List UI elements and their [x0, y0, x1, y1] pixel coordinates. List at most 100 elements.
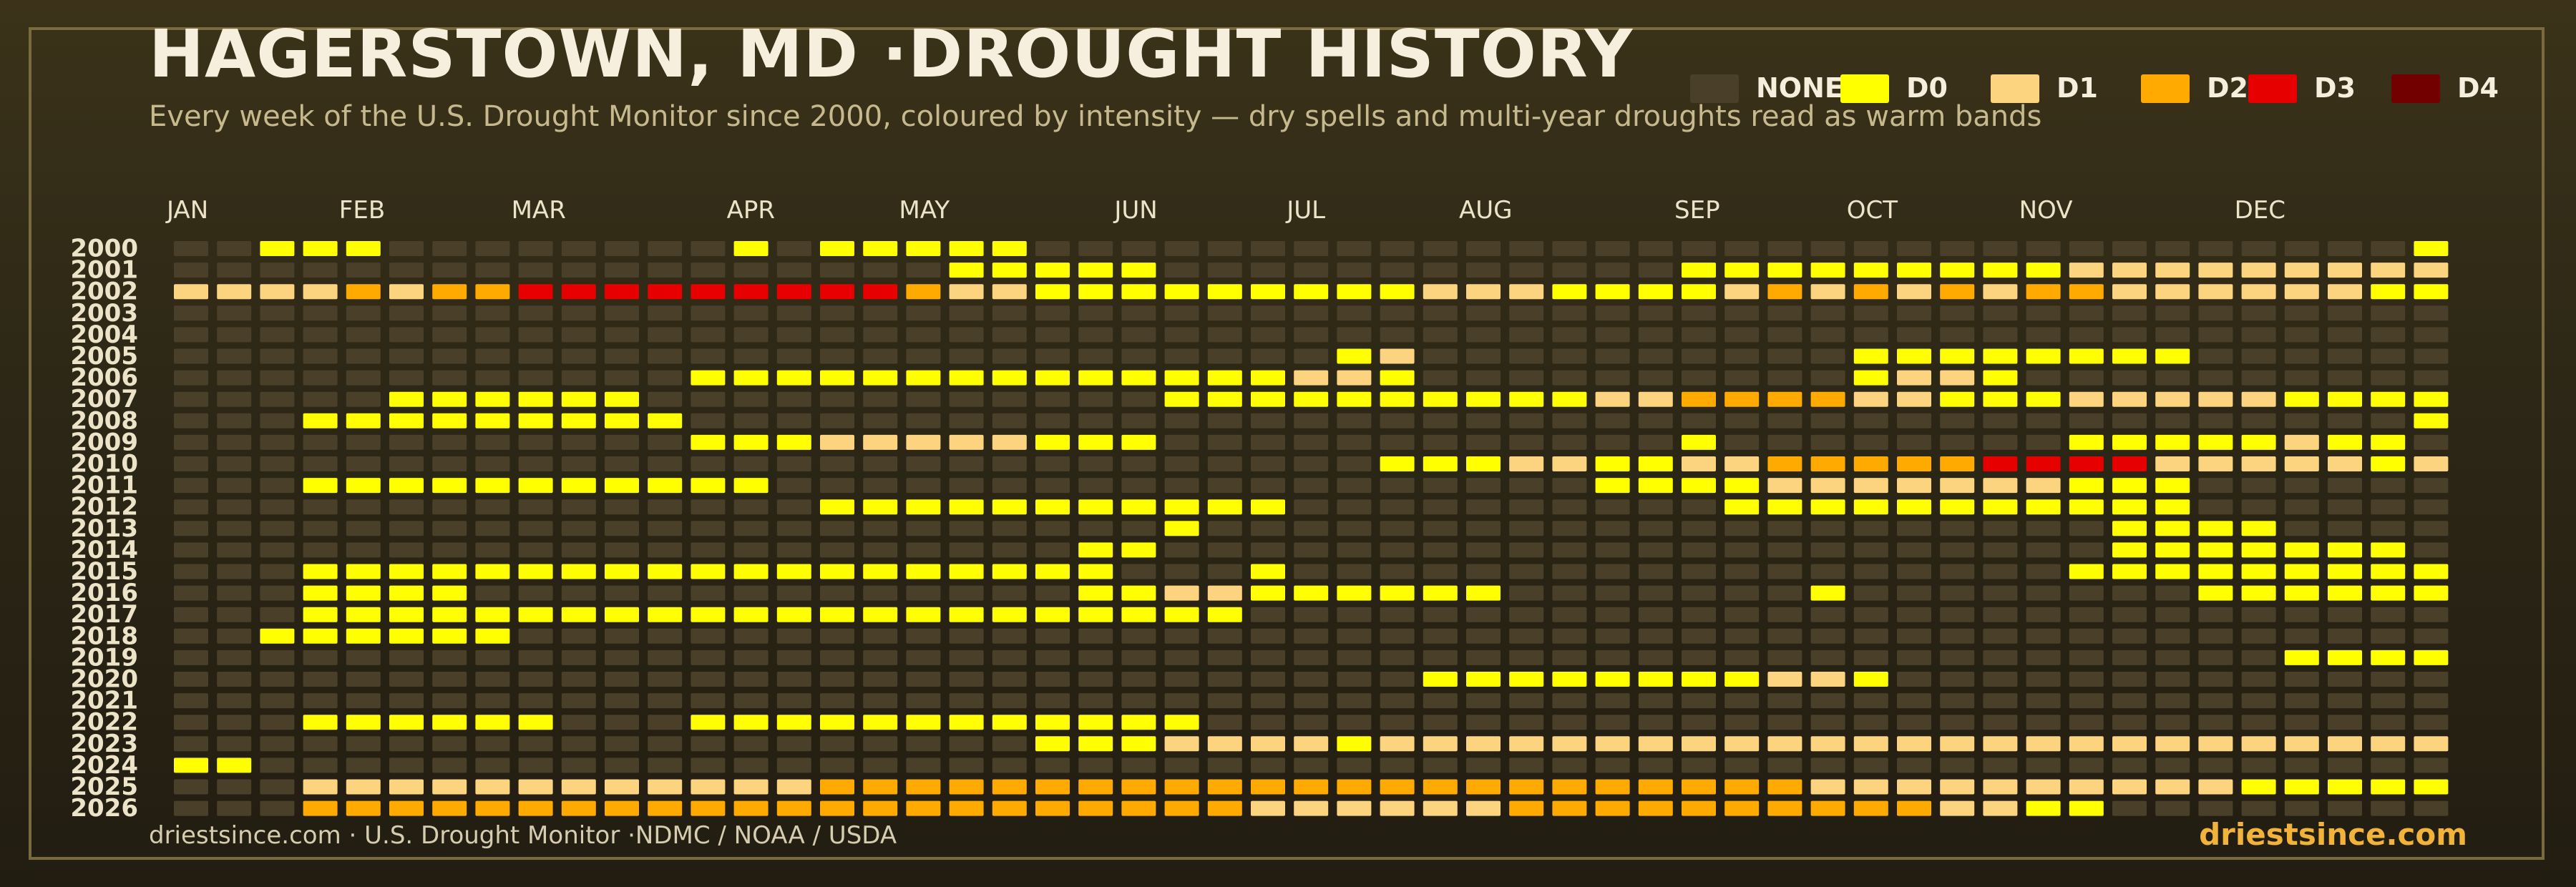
heatmap-cell: [1294, 585, 1329, 601]
heatmap-cell: [2328, 672, 2362, 687]
heatmap-cell: [1897, 585, 1931, 601]
heatmap-cell: [906, 693, 941, 709]
heatmap-cell: [906, 370, 941, 386]
page-title: HAGERSTOWN, MD ·DROUGHT HISTORY: [149, 16, 1634, 92]
heatmap-cell: [2414, 241, 2449, 256]
heatmap-cell: [1724, 348, 1760, 364]
heatmap-cell: [518, 779, 553, 795]
heatmap-cell: [1940, 800, 1975, 816]
heatmap-cell: [863, 693, 898, 709]
heatmap-cell: [776, 499, 811, 515]
heatmap-cell: [2069, 672, 2104, 687]
heatmap-cell: [1853, 241, 1888, 256]
heatmap-cell: [2371, 391, 2406, 407]
heatmap-cell: [2026, 391, 2061, 407]
heatmap-cell: [992, 284, 1027, 300]
heatmap-cell: [1853, 607, 1888, 622]
heatmap-cell: [648, 456, 683, 471]
heatmap-cell: [733, 370, 769, 386]
heatmap-cell: [1423, 650, 1458, 665]
heatmap-cell: [2414, 413, 2449, 428]
heatmap-cell: [2414, 800, 2449, 816]
heatmap-cell: [1251, 241, 1285, 256]
heatmap-cell: [1466, 564, 1501, 579]
heatmap-cell: [648, 779, 683, 795]
heatmap-cell: [475, 499, 510, 515]
heatmap-cell: [1294, 478, 1329, 494]
heatmap-cell: [820, 800, 854, 816]
heatmap-cell: [1810, 263, 1845, 278]
heatmap-cell: [2328, 542, 2362, 558]
heatmap-cell: [906, 305, 941, 321]
heatmap-cell: [733, 564, 769, 579]
heatmap-cell: [863, 478, 898, 494]
heatmap-cell: [561, 305, 596, 321]
heatmap-cell: [1897, 499, 1931, 515]
heatmap-cell: [389, 348, 424, 364]
heatmap-cell: [2112, 779, 2147, 795]
heatmap-cell: [2328, 305, 2362, 321]
heatmap-cell: [1207, 370, 1242, 386]
heatmap-cell: [906, 607, 941, 622]
heatmap-cell: [1724, 628, 1760, 644]
heatmap-cell: [1466, 607, 1501, 622]
heatmap-cell: [992, 542, 1027, 558]
heatmap-cell: [1897, 391, 1931, 407]
heatmap-cell: [1294, 241, 1329, 256]
heatmap-cell: [1552, 715, 1587, 730]
heatmap-cell: [475, 434, 510, 450]
heatmap-cell: [1380, 305, 1415, 321]
heatmap-cell: [863, 607, 898, 622]
heatmap-cell: [992, 693, 1027, 709]
heatmap-cell: [432, 413, 467, 428]
heatmap-cell: [1121, 499, 1156, 515]
footer-brand-link[interactable]: driestsince.com: [2199, 817, 2467, 852]
heatmap-cell: [648, 327, 683, 343]
heatmap-cell: [1724, 391, 1760, 407]
heatmap-cell: [605, 585, 639, 601]
heatmap-cell: [820, 478, 854, 494]
heatmap-cell: [2414, 284, 2449, 300]
heatmap-cell: [1078, 305, 1113, 321]
heatmap-cell: [2371, 263, 2406, 278]
heatmap-cell: [1035, 413, 1070, 428]
heatmap-cell: [648, 693, 683, 709]
heatmap-cell: [1423, 693, 1458, 709]
heatmap-cell: [2069, 284, 2104, 300]
heatmap-cell: [1767, 434, 1802, 450]
heatmap-cell: [432, 284, 467, 300]
heatmap-cell: [432, 564, 467, 579]
heatmap-cell: [863, 564, 898, 579]
heatmap-cell: [1466, 800, 1501, 816]
heatmap-cell: [303, 521, 338, 536]
month-label: OCT: [1847, 196, 1898, 225]
heatmap-cell: [303, 628, 338, 644]
heatmap-cell: [2112, 434, 2147, 450]
heatmap-cell: [2284, 327, 2319, 343]
heatmap-cell: [820, 672, 854, 687]
heatmap-cell: [906, 779, 941, 795]
heatmap-cell: [1638, 800, 1673, 816]
heatmap-cell: [1810, 413, 1845, 428]
heatmap-cell: [2414, 370, 2449, 386]
heatmap-cell: [389, 758, 424, 773]
heatmap-cell: [1682, 564, 1716, 579]
heatmap-cell: [432, 542, 467, 558]
heatmap-cell: [2241, 542, 2276, 558]
heatmap-cell: [1035, 284, 1070, 300]
heatmap-cell: [1294, 521, 1329, 536]
heatmap-cell: [1767, 456, 1802, 471]
heatmap-cell: [1078, 413, 1113, 428]
heatmap-cell: [1638, 413, 1673, 428]
heatmap-cell: [1294, 607, 1329, 622]
year-label: 2001: [70, 256, 138, 285]
heatmap-cell: [776, 284, 811, 300]
heatmap-cell: [1294, 284, 1329, 300]
heatmap-cell: [2414, 585, 2449, 601]
heatmap-cell: [1251, 521, 1285, 536]
heatmap-cell: [1380, 693, 1415, 709]
heatmap-cell: [1164, 607, 1199, 622]
heatmap-cell: [1810, 672, 1845, 687]
heatmap-cell: [1552, 348, 1587, 364]
heatmap-cell: [1940, 305, 1975, 321]
